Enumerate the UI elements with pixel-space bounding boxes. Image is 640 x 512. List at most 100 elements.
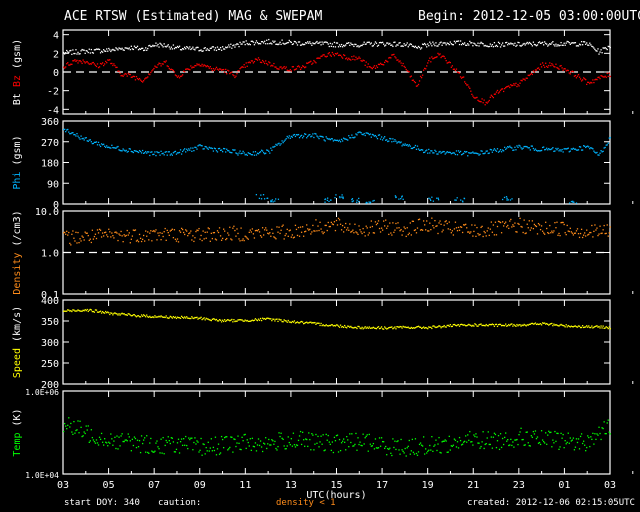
speed-data-point (73, 309, 75, 311)
bt-data-point (92, 52, 95, 54)
phi-data-point (334, 197, 336, 199)
phi-data-point (171, 154, 174, 156)
phi-data-point (206, 147, 208, 149)
density-data-point (225, 238, 227, 241)
temp-data-point (549, 431, 551, 434)
temp-data-point (207, 441, 209, 443)
temp-data-point (397, 440, 399, 442)
speed-data-point (533, 323, 536, 325)
temp-data-point (235, 445, 237, 448)
density-data-point (295, 228, 298, 231)
temp-data-point (438, 436, 440, 439)
bt-data-point (473, 42, 475, 44)
phi-data-point (604, 146, 606, 149)
density-data-point (216, 230, 219, 232)
phi-data-point (275, 143, 277, 146)
speed-data-point (254, 318, 257, 320)
density-data-point (171, 228, 174, 230)
speed-data-point (422, 326, 425, 328)
density-data-point (194, 237, 196, 239)
temp-data-point (102, 444, 105, 446)
speed-data-point (547, 323, 549, 325)
bz-data-point (156, 66, 158, 68)
density-data-point (149, 232, 151, 234)
bz-data-point (298, 66, 301, 68)
density-data-point (528, 220, 530, 222)
bt-data-point (362, 43, 364, 46)
bz-data-point (199, 65, 201, 67)
speed-data-point (160, 315, 162, 317)
bz-data-point (350, 59, 352, 61)
bt-data-point (361, 44, 363, 47)
bz-data-point (273, 62, 275, 65)
bz-data-point (243, 64, 245, 66)
speed-data-point (297, 322, 300, 324)
speed-data-point (328, 324, 330, 327)
temp-data-point (527, 442, 529, 444)
temp-data-point (388, 448, 390, 451)
phi-data-point (416, 145, 419, 147)
phi-data-point (441, 151, 443, 153)
bz-data-point (65, 66, 67, 68)
temp-data-point (328, 441, 330, 443)
bz-data-point (443, 55, 445, 58)
speed-data-point (464, 324, 466, 326)
phi-data-point (474, 152, 476, 154)
phi-data-point (548, 147, 550, 150)
phi-data-point (256, 152, 259, 154)
bz-data-point (576, 75, 579, 77)
speed-data-point (591, 325, 593, 327)
temp-data-point (321, 443, 323, 445)
temp-data-point (204, 453, 206, 455)
speed-data-point (447, 324, 449, 327)
speed-data-point (253, 319, 256, 321)
temp-data-point (426, 452, 428, 454)
bz-data-point (94, 64, 97, 67)
phi-data-point (528, 147, 530, 149)
speed-data-point (601, 327, 603, 329)
bt-data-point (385, 44, 387, 46)
density-data-point (592, 236, 594, 238)
bt-data-point (63, 51, 65, 54)
phi-data-point (482, 152, 484, 155)
phi-data-point (517, 146, 519, 148)
temp-data-point (243, 434, 245, 436)
speed-data-point (264, 317, 266, 320)
mag-y-label-part: Bt (12, 93, 23, 105)
phi-data-point (592, 148, 594, 150)
density-data-point (151, 240, 153, 242)
temp-data-point (86, 429, 88, 431)
bz-data-point (580, 80, 583, 82)
speed-data-point (206, 318, 208, 320)
bz-data-point (365, 61, 367, 63)
phi-data-point (502, 150, 505, 152)
bt-data-point (81, 48, 83, 51)
bt-data-point (320, 44, 322, 46)
phi-data-point (162, 152, 164, 154)
bt-data-point (307, 41, 309, 43)
speed-data-point (387, 327, 389, 330)
bz-data-point (340, 56, 343, 58)
phi-data-point (159, 154, 161, 156)
speed-data-point (212, 318, 215, 320)
temp-data-point (531, 436, 534, 438)
temp-data-point (502, 443, 505, 446)
phi-data-point (515, 149, 517, 151)
phi-data-point (369, 202, 371, 204)
temp-data-point (129, 440, 131, 442)
phi-data-point (349, 137, 351, 139)
bz-data-point (210, 68, 212, 70)
temp-data-point (341, 440, 344, 442)
phi-data-point (77, 135, 79, 137)
bz-data-point (603, 76, 605, 78)
density-data-point (385, 219, 387, 221)
bt-data-point (329, 42, 331, 45)
bz-data-point (217, 69, 220, 71)
phi-data-point (83, 139, 85, 141)
bz-data-point (579, 78, 582, 80)
density-data-point (420, 228, 423, 231)
phi-data-point (134, 150, 137, 152)
speed-data-point (349, 326, 351, 328)
bz-data-point (137, 78, 140, 81)
bz-data-point (123, 74, 125, 76)
